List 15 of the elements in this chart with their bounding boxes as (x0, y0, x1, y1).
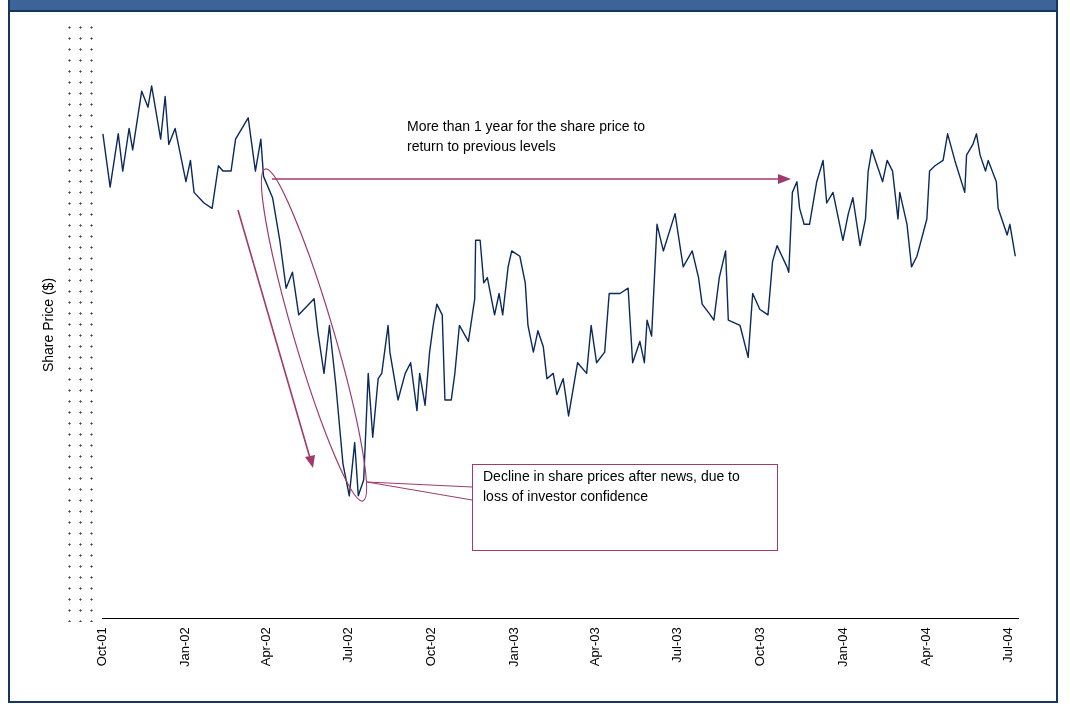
y-axis-title: Share Price ($) (40, 277, 56, 373)
x-tick-label: Apr-03 (587, 627, 603, 667)
x-tick-label: Apr-04 (917, 627, 933, 667)
x-tick-label: Jul-02 (339, 627, 355, 663)
x-tick-label: Apr-02 (257, 627, 273, 667)
x-tick-label: Oct-03 (752, 627, 768, 667)
annotation: Decline in share prices after news, due to loss of investor confidence (483, 467, 741, 506)
x-tick-label: Jan-03 (506, 627, 521, 667)
x-tick-label: Oct-01 (93, 627, 109, 667)
annotation: More than 1 year for the share price to return to previous levels (407, 117, 647, 156)
x-tick-label: Jan-04 (835, 627, 851, 667)
x-tick-label: Jan-02 (176, 627, 192, 667)
x-tick-label: Jul-03 (669, 627, 685, 663)
x-tick-label: Oct-02 (422, 627, 438, 667)
x-tick-label: Jul-04 (999, 627, 1015, 663)
